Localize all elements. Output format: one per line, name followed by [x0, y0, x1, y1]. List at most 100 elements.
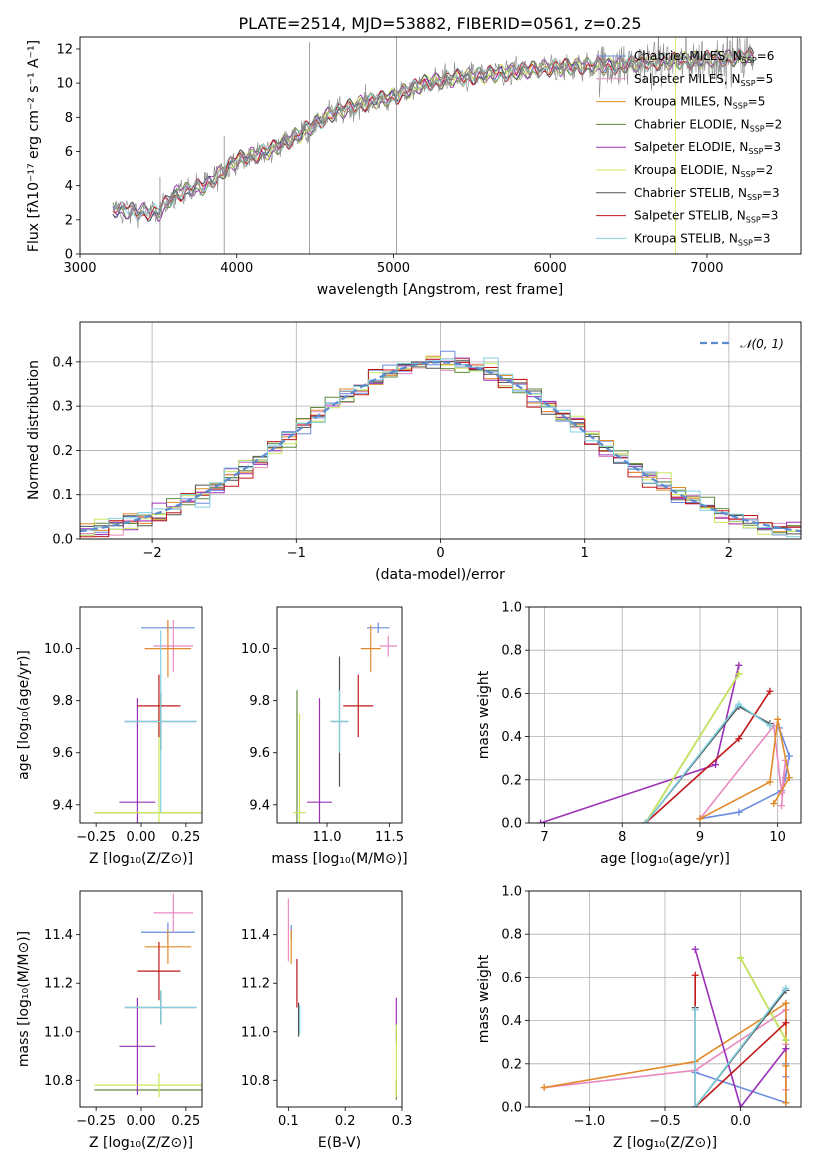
y-axis-label: age [log₁₀(age/yr)] — [16, 650, 32, 780]
y-tick-label: 9.6 — [52, 746, 73, 761]
y-tick-label: 0.8 — [501, 644, 522, 659]
x-tick-label: 7 — [540, 830, 548, 845]
legend-label: Chabrier STELIB, NSSP=3 — [634, 186, 780, 202]
y-tick-label: 0.4 — [501, 730, 522, 745]
mass-weight-marker — [782, 984, 790, 992]
y-axis-label: mass [log₁₀(M/M⊙)] — [16, 931, 32, 1067]
mass-weight-marker — [778, 802, 786, 810]
axes-frame — [276, 606, 403, 824]
y-axis-label: mass weight — [476, 954, 492, 1043]
axes-frame — [79, 321, 802, 540]
x-tick-label: −0.25 — [76, 830, 116, 845]
mass-weight-marker — [785, 774, 793, 782]
x-tick-label: 0.1 — [278, 1114, 299, 1129]
mass-weight-marker — [735, 661, 743, 669]
axes-frame — [79, 36, 802, 255]
y-tick-label: 4 — [65, 179, 73, 194]
age-vs-metallicity-panel: −0.25 0.00 0.25 9.4 9.6 9.8 10.0 Z [log₁₀(Z/Z⊙)… — [16, 606, 203, 867]
y-tick-label: 0.6 — [501, 687, 522, 702]
x-tick-label: 0.25 — [171, 1114, 200, 1129]
legend-label: Salpeter STELIB, NSSP=3 — [634, 209, 778, 225]
mass-weight-marker — [691, 1006, 699, 1014]
x-tick-label: 1 — [581, 546, 589, 561]
x-tick-label: 0.2 — [335, 1114, 356, 1129]
mass-weight-marker — [782, 1045, 790, 1053]
histogram-step-line — [80, 350, 801, 536]
y-tick-label: 0.1 — [52, 488, 73, 503]
y-tick-label: 9.4 — [249, 798, 270, 813]
axes-frame — [276, 890, 403, 1108]
mass-weight-marker — [782, 999, 790, 1007]
y-tick-label: 12 — [56, 42, 73, 57]
y-tick-label: 2 — [65, 213, 73, 228]
y-tick-label: 11.0 — [44, 1025, 73, 1040]
x-tick-label: 0 — [436, 546, 444, 561]
figure-title: PLATE=2514, MJD=53882, FIBERID=0561, z=0… — [238, 14, 641, 33]
x-axis-label: Z [log₁₀(Z/Z⊙)] — [89, 851, 193, 867]
x-tick-label: 8 — [618, 830, 626, 845]
axes-frame — [79, 890, 203, 1108]
y-tick-label: 9.8 — [52, 694, 73, 709]
y-tick-label: 11.4 — [241, 928, 270, 943]
x-tick-label: 6000 — [534, 261, 567, 276]
mass-weight-marker — [770, 800, 778, 808]
x-axis-label: wavelength [Angstrom, rest frame] — [317, 282, 563, 298]
x-axis-label: age [log₁₀(age/yr)] — [600, 851, 730, 867]
model-spectrum-line — [112, 48, 755, 220]
x-axis-label: mass [log₁₀(M/M⊙)] — [271, 851, 407, 867]
x-tick-label: 11.5 — [375, 830, 404, 845]
y-tick-label: 10.8 — [44, 1074, 73, 1089]
mass-vs-metallicity-panel: −0.25 0.00 0.25 10.8 11.0 11.2 11.4 Z [log₁₀(Z/… — [16, 890, 203, 1151]
histogram-step-line — [80, 356, 801, 538]
mass-weight-marker — [737, 1103, 745, 1107]
model-spectrum-line — [112, 47, 755, 221]
mass-weight-marker — [782, 1099, 790, 1107]
mass-weight-marker — [712, 761, 720, 769]
x-tick-label: −1 — [287, 546, 306, 561]
mass-weight-marker — [782, 1036, 790, 1044]
mass-weight-marker — [766, 687, 774, 695]
massweight-vs-metallicity-panel: −1.0 −0.5 0.0 0.0 0.2 0.4 0.6 0.8 1.0 Z [log₁₀(Z/… — [476, 885, 802, 1151]
y-axis-label: mass weight — [476, 670, 492, 759]
y-tick-label: 0.0 — [501, 1101, 522, 1116]
axes-frame — [528, 890, 802, 1108]
y-axis-label: Normed distribution — [26, 360, 42, 500]
mass-weight-marker — [785, 752, 793, 760]
axes-frame — [79, 606, 203, 824]
x-tick-label: 0.3 — [392, 1114, 413, 1129]
x-tick-label: 11.0 — [313, 830, 342, 845]
y-tick-label: 0.0 — [501, 817, 522, 832]
x-tick-label: 2 — [725, 546, 733, 561]
mass-weight-marker — [735, 735, 743, 743]
mass-weight-marker — [774, 715, 782, 723]
legend-label: Chabrier ELODIE, NSSP=2 — [634, 117, 782, 133]
x-tick-label: 7000 — [690, 261, 723, 276]
legend-label: Salpeter ELODIE, NSSP=3 — [634, 140, 781, 156]
y-tick-label: 10.8 — [241, 1074, 270, 1089]
x-tick-label: 9 — [696, 830, 704, 845]
x-tick-label: 3000 — [63, 261, 96, 276]
mass-weight-marker — [696, 815, 704, 823]
y-tick-label: 11.2 — [241, 977, 270, 992]
mass-weight-line — [739, 957, 787, 1041]
mass-weight-marker — [691, 971, 699, 979]
x-tick-label: 0.00 — [127, 1114, 156, 1129]
mass-weight-marker — [691, 1103, 699, 1107]
y-axis-label: Flux [fλ10⁻¹⁷ erg cm⁻² s⁻¹ A⁻¹] — [26, 40, 42, 252]
y-tick-label: 8 — [65, 111, 73, 126]
y-tick-label: 11.4 — [44, 928, 73, 943]
mass-weight-marker — [735, 670, 743, 678]
mass-weight-marker — [782, 1019, 790, 1027]
age-vs-mass-panel: 11.0 11.5 9.4 9.6 9.8 10.0 mass [log₁₀(M/M⊙)] — [241, 606, 408, 867]
mass-weight-marker — [537, 819, 545, 823]
x-axis-label: (data-model)/error — [375, 567, 505, 583]
mass-vs-ebv-panel: 0.1 0.2 0.3 10.8 11.0 11.2 11.4 E(B-V) — [241, 890, 413, 1151]
x-tick-label: 4000 — [220, 261, 253, 276]
legend-label: Chabrier MILES, NSSP=6 — [634, 49, 774, 65]
y-tick-label: 0.2 — [501, 773, 522, 788]
mass-weight-marker — [540, 1084, 548, 1092]
mass-weight-line — [694, 949, 787, 1107]
mass-weight-marker — [642, 819, 650, 823]
normal-reference-curve — [80, 361, 801, 533]
y-tick-label: 11.0 — [241, 1025, 270, 1040]
